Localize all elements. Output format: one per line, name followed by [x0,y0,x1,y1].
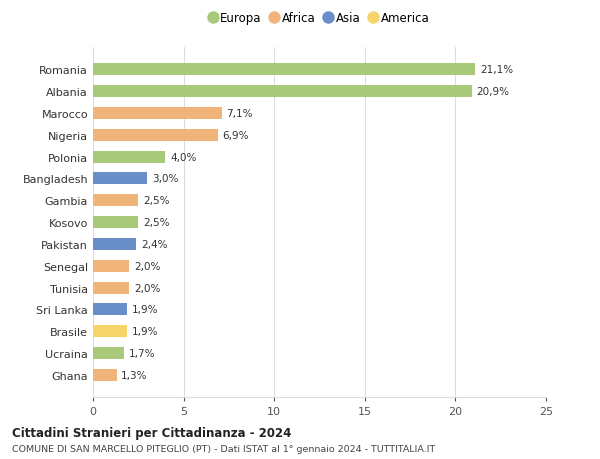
Text: 3,0%: 3,0% [152,174,178,184]
Text: 2,0%: 2,0% [134,261,160,271]
Bar [93,108,221,120]
Bar [93,173,148,185]
Text: 2,4%: 2,4% [141,240,167,249]
Bar [93,86,472,98]
Bar [93,282,129,294]
Bar [93,195,139,207]
Bar [93,304,127,316]
Bar [93,347,124,359]
Text: Cittadini Stranieri per Cittadinanza - 2024: Cittadini Stranieri per Cittadinanza - 2… [12,426,292,439]
Text: COMUNE DI SAN MARCELLO PITEGLIO (PT) - Dati ISTAT al 1° gennaio 2024 - TUTTITALI: COMUNE DI SAN MARCELLO PITEGLIO (PT) - D… [12,444,435,453]
Text: 1,7%: 1,7% [128,348,155,358]
Text: 2,5%: 2,5% [143,196,169,206]
Bar [93,260,129,272]
Text: 6,9%: 6,9% [223,130,249,140]
Bar [93,151,166,163]
Text: 1,3%: 1,3% [121,370,148,380]
Text: 2,0%: 2,0% [134,283,160,293]
Text: 2,5%: 2,5% [143,218,169,228]
Text: 1,9%: 1,9% [132,327,158,336]
Bar [93,217,139,229]
Bar [93,238,136,251]
Text: 4,0%: 4,0% [170,152,196,162]
Bar [93,325,127,337]
Bar [93,129,218,141]
Legend: Europa, Africa, Asia, America: Europa, Africa, Asia, America [210,12,429,25]
Text: 7,1%: 7,1% [226,109,253,118]
Text: 20,9%: 20,9% [476,87,509,97]
Text: 21,1%: 21,1% [480,65,513,75]
Bar [93,64,475,76]
Bar [93,369,116,381]
Text: 1,9%: 1,9% [132,305,158,315]
